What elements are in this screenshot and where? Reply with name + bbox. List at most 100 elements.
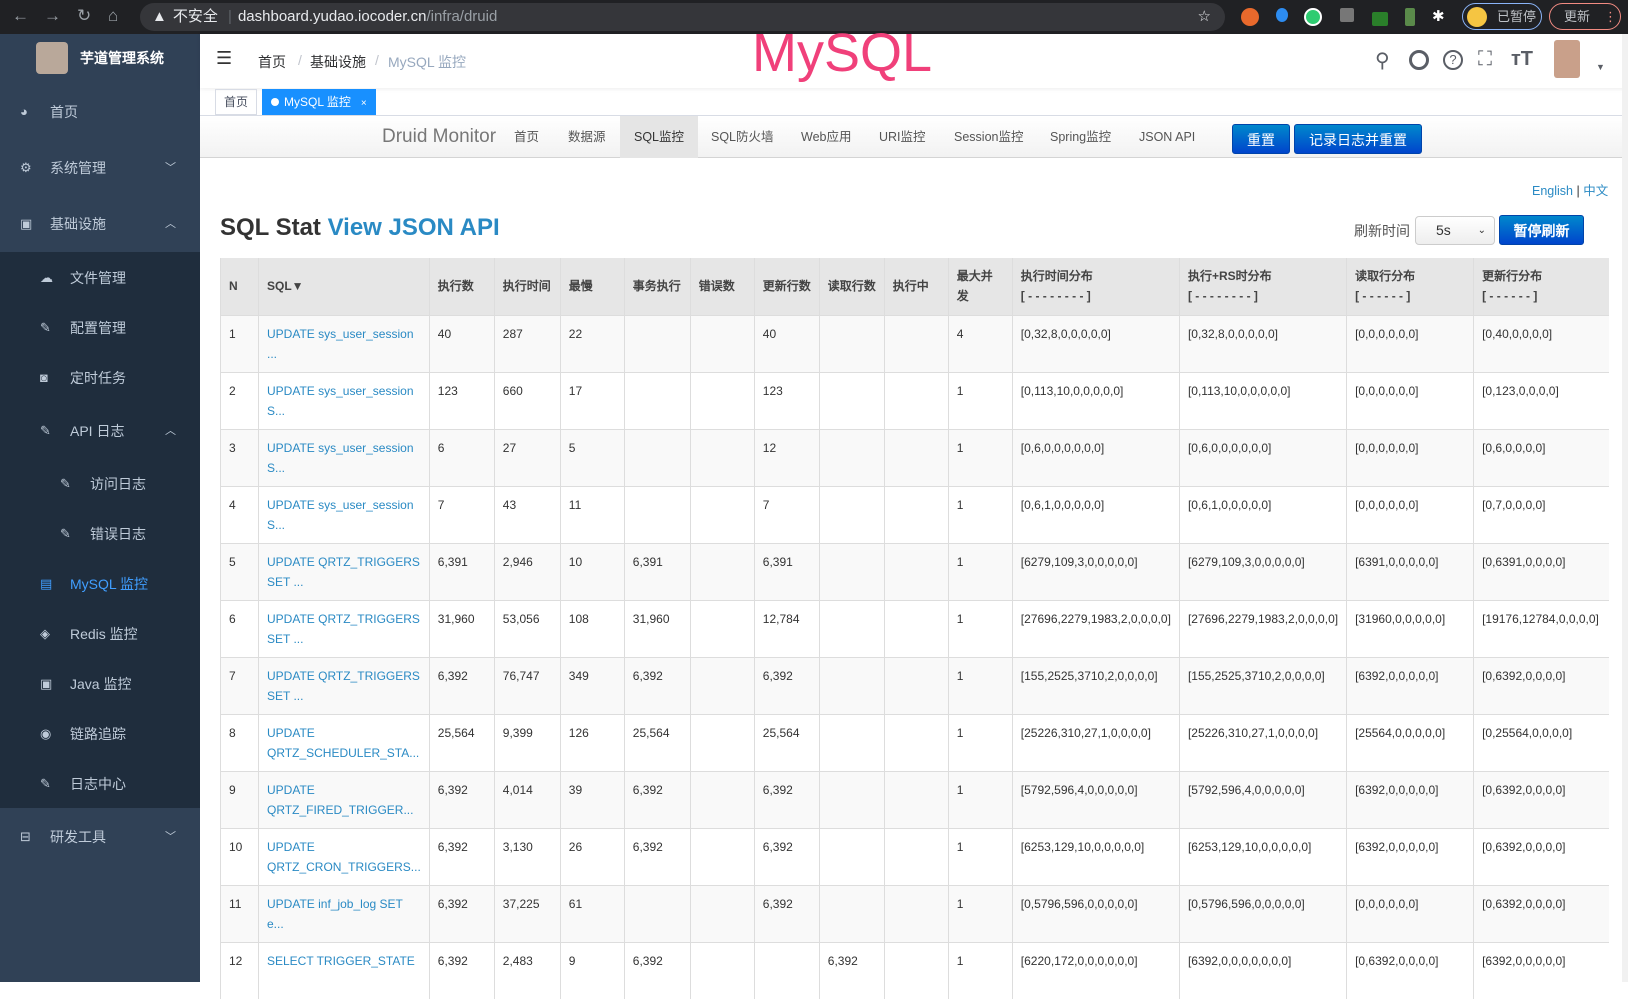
sidebar-item[interactable]: ✎ API 日志 ︿ (0, 406, 200, 456)
druid-nav-item[interactable]: JSON API (1139, 130, 1196, 144)
sql-link[interactable]: UPDATE sys_user_session S... (258, 428, 430, 486)
extension-icon[interactable] (1241, 8, 1259, 26)
sidebar-item[interactable]: ▣ Java 监控 (0, 659, 200, 709)
table-row: 4 UPDATE sys_user_session S... 7 43 11 7 1 [0,6… (220, 485, 1609, 543)
lang-chinese[interactable]: 中文 (1583, 184, 1609, 198)
sql-link[interactable]: UPDATE QRTZ_CRON_TRIGGERS... (258, 827, 430, 885)
sidebar-item[interactable]: ✎ 日志中心 (0, 759, 200, 809)
sql-link[interactable]: SELECT TRIGGER_STATE (258, 941, 430, 999)
table-cell: [6392,0,0,0,0,0] (1346, 770, 1474, 828)
sidebar-item[interactable]: ◈ Redis 监控 (0, 609, 200, 659)
avatar[interactable] (1554, 40, 1580, 78)
chevron-icon: ︿ (165, 218, 176, 230)
column-header[interactable]: SQL▼ (258, 258, 430, 315)
view-json-api-link[interactable]: View JSON API (327, 214, 500, 241)
language-switch: English | 中文 (1532, 180, 1608, 199)
table-cell (818, 770, 885, 828)
reset-button[interactable]: 重置 (1232, 124, 1290, 154)
sidebar-item[interactable]: ✎ 错误日志 (0, 509, 200, 559)
sidebar-item[interactable]: ◉ 链路追踪 (0, 709, 200, 759)
druid-nav-item[interactable]: SQL防火墙 (711, 130, 774, 144)
close-icon[interactable]: × (360, 98, 367, 109)
log-icon: ✎ (40, 423, 51, 438)
puzzle-icon[interactable]: ✱ (1432, 8, 1445, 25)
sidebar-item[interactable]: ✎ 访问日志 (0, 459, 200, 509)
sidebar-item[interactable]: ⚙ 系统管理 ﹀ (0, 143, 200, 193)
extension-icon[interactable] (1304, 8, 1322, 26)
eye-icon: ◉ (40, 726, 52, 741)
sidebar-item[interactable]: ◕ 首页 (0, 87, 200, 137)
sql-link[interactable]: UPDATE sys_user_session S... (258, 485, 430, 543)
table-cell: 37,225 (493, 884, 561, 942)
sidebar-item-label: 首页 (50, 104, 78, 120)
sidebar-item-label: 文件管理 (70, 270, 126, 286)
caret-down-icon[interactable]: ▼ (1596, 62, 1605, 72)
font-size-icon[interactable]: тT (1511, 48, 1534, 70)
address-bar[interactable]: ▲ 不安全 | dashboard.yudao.iocoder.cn/infra/d… (140, 3, 1225, 31)
table-cell (623, 485, 691, 543)
breadcrumb-home[interactable]: 首页 (258, 54, 286, 70)
home-icon[interactable]: ⌂ (108, 6, 119, 25)
table-cell (883, 656, 949, 714)
tag-mysql[interactable]: MySQL 监控 × (262, 89, 376, 115)
sidebar-item-label: Java 监控 (70, 676, 132, 692)
table-cell: 27 (493, 428, 561, 486)
table-cell: 9 (559, 941, 625, 999)
help-icon[interactable]: ? (1443, 50, 1463, 70)
sidebar-item[interactable]: ▤ MySQL 监控 (0, 559, 200, 609)
hamburger-icon[interactable]: ☰ (216, 48, 233, 68)
tag-home[interactable]: 首页 (215, 89, 258, 115)
druid-nav-item[interactable]: Web应用 (801, 130, 852, 144)
sql-link[interactable]: UPDATE QRTZ_FIRED_TRIGGER... (258, 770, 430, 828)
forward-icon[interactable]: → (44, 6, 61, 25)
sidebar-item[interactable]: ☁ 文件管理 (0, 253, 200, 303)
breadcrumb-separator: / (298, 52, 302, 68)
sidebar-item[interactable]: ◙ 定时任务 (0, 353, 200, 403)
log-reset-button[interactable]: 记录日志并重置 (1294, 124, 1422, 154)
table-cell: 1 (947, 371, 1013, 429)
pause-refresh-button[interactable]: 暂停刷新 (1499, 215, 1584, 245)
sql-link[interactable]: UPDATE QRTZ_TRIGGERS SET ... (258, 542, 430, 600)
table-cell: 6,391 (428, 542, 495, 600)
brand-title: 芋道管理系统 (80, 50, 164, 66)
sql-link[interactable]: UPDATE QRTZ_TRIGGERS SET ... (258, 599, 430, 657)
refresh-value: 5s (1436, 222, 1451, 238)
sql-link[interactable]: UPDATE sys_user_session S... (258, 371, 430, 429)
fullscreen-icon[interactable]: ⛶ (1478, 48, 1492, 70)
search-icon[interactable]: ⚲ (1375, 50, 1390, 72)
sidebar-item[interactable]: ▣ 基础设施 ︿ (0, 199, 200, 249)
star-icon[interactable]: ☆ (1197, 8, 1211, 25)
druid-nav-item[interactable]: SQL监控 (620, 116, 699, 158)
logo (36, 42, 68, 74)
breadcrumb-infra[interactable]: 基础设施 (310, 54, 366, 70)
extension-icon[interactable] (1372, 12, 1388, 26)
table-cell: [6391,0,0,0,0,0] (1346, 542, 1474, 600)
profile-paused-button[interactable]: 已暂停 (1462, 3, 1542, 30)
sql-link[interactable]: UPDATE inf_job_log SET e... (258, 884, 430, 942)
druid-nav-item[interactable]: URI监控 (879, 130, 926, 144)
sidebar-item[interactable]: ✎ 配置管理 (0, 303, 200, 353)
druid-nav-item[interactable]: Session监控 (954, 130, 1024, 144)
sql-link[interactable]: UPDATE sys_user_session ... (258, 314, 430, 372)
github-icon[interactable] (1409, 50, 1429, 70)
table-cell: [25564,0,0,0,0,0] (1346, 713, 1474, 771)
druid-nav-item[interactable]: 数据源 (568, 130, 606, 144)
sql-link[interactable]: UPDATE QRTZ_TRIGGERS SET ... (258, 656, 430, 714)
scrollbar[interactable] (1622, 34, 1628, 982)
table-cell: 6,392 (753, 827, 820, 885)
update-button[interactable]: 更新 ⋮ (1549, 3, 1621, 30)
druid-nav-item[interactable]: Spring监控 (1050, 130, 1112, 144)
back-icon[interactable]: ← (12, 6, 29, 25)
extension-icon[interactable] (1276, 8, 1288, 22)
druid-nav-item[interactable]: 首页 (514, 130, 540, 144)
refresh-interval-select[interactable]: 5s ⌄ (1415, 216, 1495, 245)
sidebar-item[interactable]: ⊟ 研发工具 ﹀ (0, 812, 200, 862)
sql-link[interactable]: UPDATE QRTZ_SCHEDULER_STA... (258, 713, 430, 771)
table-row: 11 UPDATE inf_job_log SET e... 6,392 37,225… (220, 884, 1609, 942)
table-cell: 123 (753, 371, 820, 429)
table-cell (689, 713, 755, 771)
extension-icon[interactable] (1405, 8, 1415, 26)
lang-english[interactable]: English (1532, 184, 1573, 198)
reload-icon[interactable]: ↻ (77, 6, 92, 25)
extension-icon[interactable] (1340, 8, 1354, 22)
